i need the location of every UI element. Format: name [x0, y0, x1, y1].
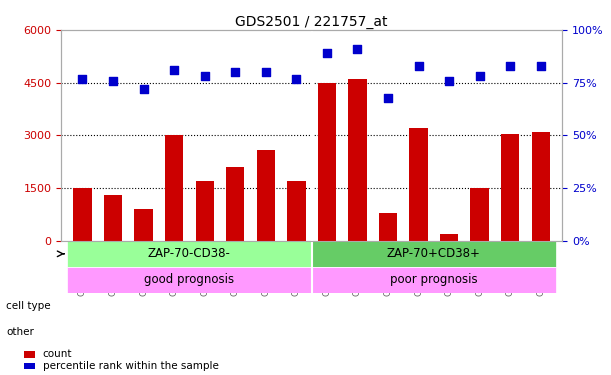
Point [108, 78, 118, 84]
Bar [134, 209, 153, 241]
Title: GDS2501 / 221757_at: GDS2501 / 221757_at [235, 15, 388, 29]
Point [230, 69, 240, 75]
Point [444, 78, 454, 84]
Point [353, 46, 362, 52]
Bar [287, 181, 306, 241]
Text: ZAP-70-CD38-: ZAP-70-CD38- [148, 248, 231, 260]
Bar [532, 132, 550, 241]
Point [383, 94, 393, 100]
Point [291, 75, 301, 81]
FancyBboxPatch shape [312, 241, 556, 267]
Text: other: other [6, 327, 34, 337]
Point [322, 50, 332, 56]
Point [536, 63, 546, 69]
Bar [73, 188, 92, 241]
Bar [104, 195, 122, 241]
Bar [440, 234, 458, 241]
Bar [226, 167, 244, 241]
Bar [257, 150, 275, 241]
Point [414, 63, 423, 69]
FancyBboxPatch shape [67, 241, 312, 267]
Bar [318, 83, 336, 241]
Bar [470, 188, 489, 241]
Bar [409, 128, 428, 241]
FancyBboxPatch shape [67, 267, 312, 292]
Bar [196, 181, 214, 241]
Bar [348, 79, 367, 241]
Text: cell type: cell type [6, 301, 51, 310]
Text: poor prognosis: poor prognosis [390, 273, 478, 286]
Bar [501, 134, 519, 241]
FancyBboxPatch shape [312, 267, 556, 292]
Point [261, 69, 271, 75]
Text: good prognosis: good prognosis [144, 273, 235, 286]
Point [139, 86, 148, 92]
Text: ZAP-70+CD38+: ZAP-70+CD38+ [387, 248, 481, 260]
Bar [379, 213, 397, 241]
Point [78, 75, 87, 81]
Bar [165, 135, 183, 241]
Text: count: count [43, 350, 72, 359]
Point [200, 74, 210, 80]
Point [505, 63, 515, 69]
Point [475, 74, 485, 80]
Point [169, 67, 179, 73]
Text: percentile rank within the sample: percentile rank within the sample [43, 361, 219, 370]
